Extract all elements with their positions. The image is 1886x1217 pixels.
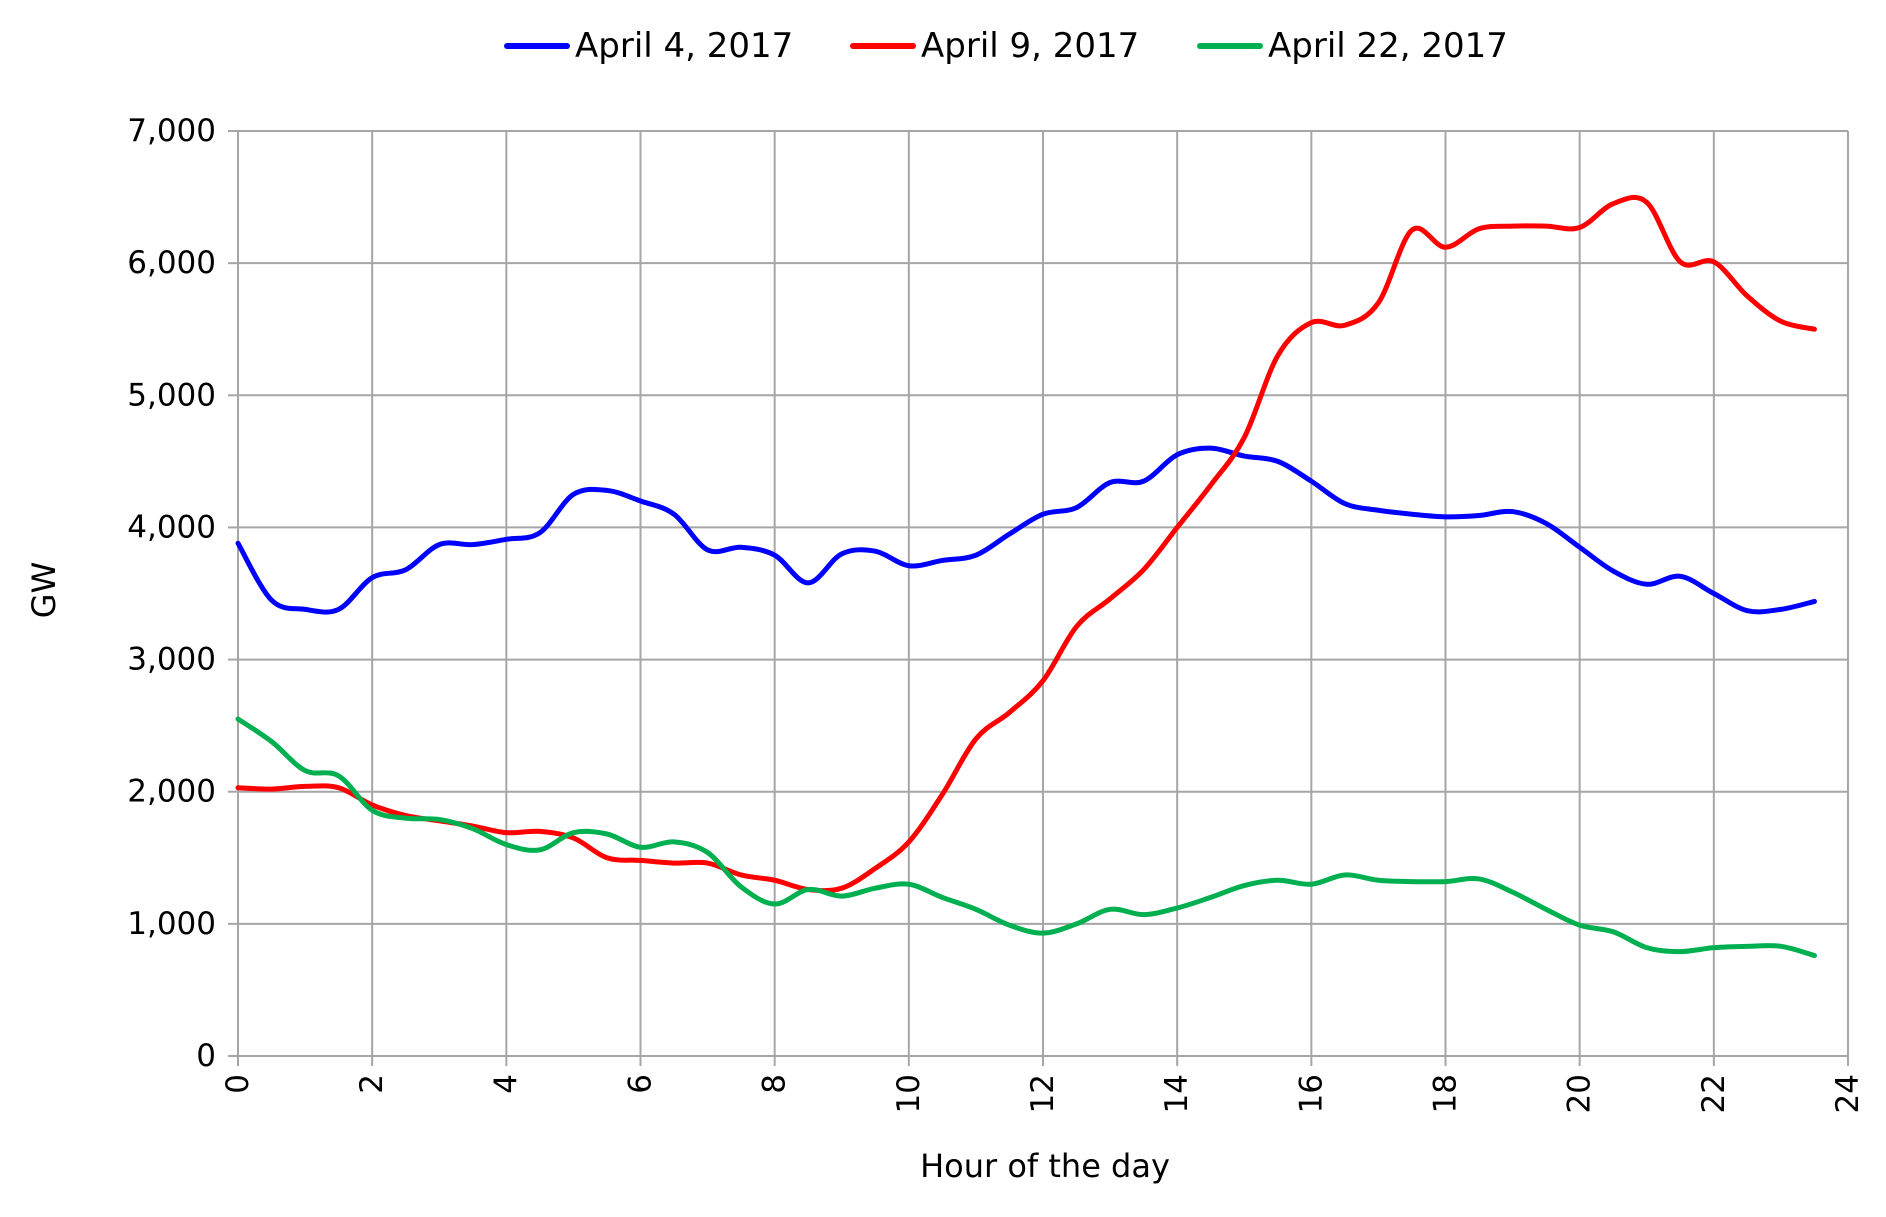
x-tick-label: 4 (488, 1074, 524, 1094)
series-lines (235, 194, 1817, 959)
y-tick-label: 7,000 (127, 113, 216, 149)
x-tick-label: 8 (757, 1074, 793, 1094)
x-tick-label: 6 (623, 1074, 659, 1094)
x-tick-label: 20 (1562, 1074, 1598, 1113)
y-tick-label: 5,000 (127, 377, 216, 413)
x-tick-label: 22 (1696, 1074, 1732, 1113)
legend: April 4, 2017 April 9, 2017 April 22, 2017 (504, 26, 1508, 66)
series-line-3 (235, 716, 1817, 959)
y-tick-label: 6,000 (127, 245, 216, 281)
x-tick-label: 14 (1159, 1074, 1195, 1113)
series-line-1 (235, 445, 1817, 615)
x-tick-label: 10 (891, 1074, 927, 1113)
x-tick-label: 16 (1293, 1074, 1329, 1113)
y-tick-label: 3,000 (127, 642, 216, 678)
x-axis-title: Hour of the day (920, 1147, 1170, 1185)
y-tick-label: 4,000 (127, 509, 216, 545)
x-tick-label: 2 (354, 1074, 390, 1094)
y-tick-label: 0 (196, 1038, 216, 1074)
tick-labels: 0 2 4 6 8 10 12 14 16 18 20 22 2401,0002,0003,0004,0… (127, 113, 1866, 1113)
legend-label-3: April 22, 2017 (1268, 26, 1508, 66)
legend-label-1: April 4, 2017 (575, 26, 793, 66)
y-tick-label: 2,000 (127, 774, 216, 810)
x-tick-label: 0 (220, 1074, 256, 1094)
legend-label-2: April 9, 2017 (921, 26, 1139, 66)
x-tick-label: 18 (1428, 1074, 1464, 1113)
x-tick-label: 24 (1830, 1074, 1866, 1113)
grid-lines (237, 130, 1849, 1057)
y-tick-label: 1,000 (127, 906, 216, 942)
x-tick-label: 12 (1025, 1074, 1061, 1113)
series-line-2 (235, 194, 1817, 894)
y-axis-title: GW (25, 562, 63, 618)
axes (228, 130, 1849, 1066)
